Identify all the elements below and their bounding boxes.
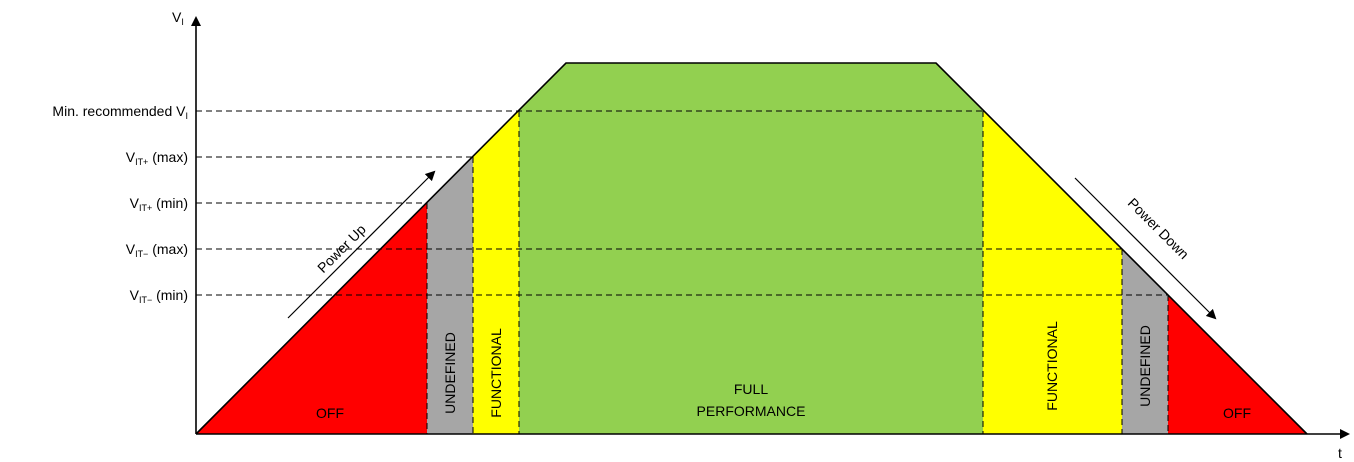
region-label-functional-right: FUNCTIONAL — [1044, 321, 1060, 411]
y-axis-label: VI — [172, 9, 184, 27]
region-label-undefined-left: UNDEFINED — [442, 332, 458, 414]
region-functional-right — [983, 111, 1122, 434]
threshold-label-vit-minus-min: VIT− (min) — [130, 287, 188, 305]
threshold-label-vit-plus-min: VIT+ (min) — [130, 195, 188, 213]
region-label-functional-left: FUNCTIONAL — [488, 328, 504, 418]
region-functional-left — [473, 111, 519, 434]
region-label-off-right: OFF — [1223, 405, 1251, 421]
power-down-label: Power Down — [1125, 195, 1192, 262]
power-up-arrow — [287, 170, 436, 319]
region-label-undefined-right: UNDEFINED — [1137, 325, 1153, 407]
power-down-arrow — [1074, 177, 1217, 320]
region-label-performance: PERFORMANCE — [697, 403, 806, 419]
region-label-full: FULL — [734, 381, 768, 397]
threshold-label-min-recommended: Min. recommended VI — [52, 103, 188, 121]
threshold-label-vit-plus-max: VIT+ (max) — [126, 149, 188, 167]
region-label-off-left: OFF — [316, 405, 344, 421]
power-up-label: Power Up — [314, 221, 369, 276]
x-axis-label: t — [1338, 445, 1342, 461]
threshold-label-vit-minus-max: VIT− (max) — [126, 241, 188, 259]
